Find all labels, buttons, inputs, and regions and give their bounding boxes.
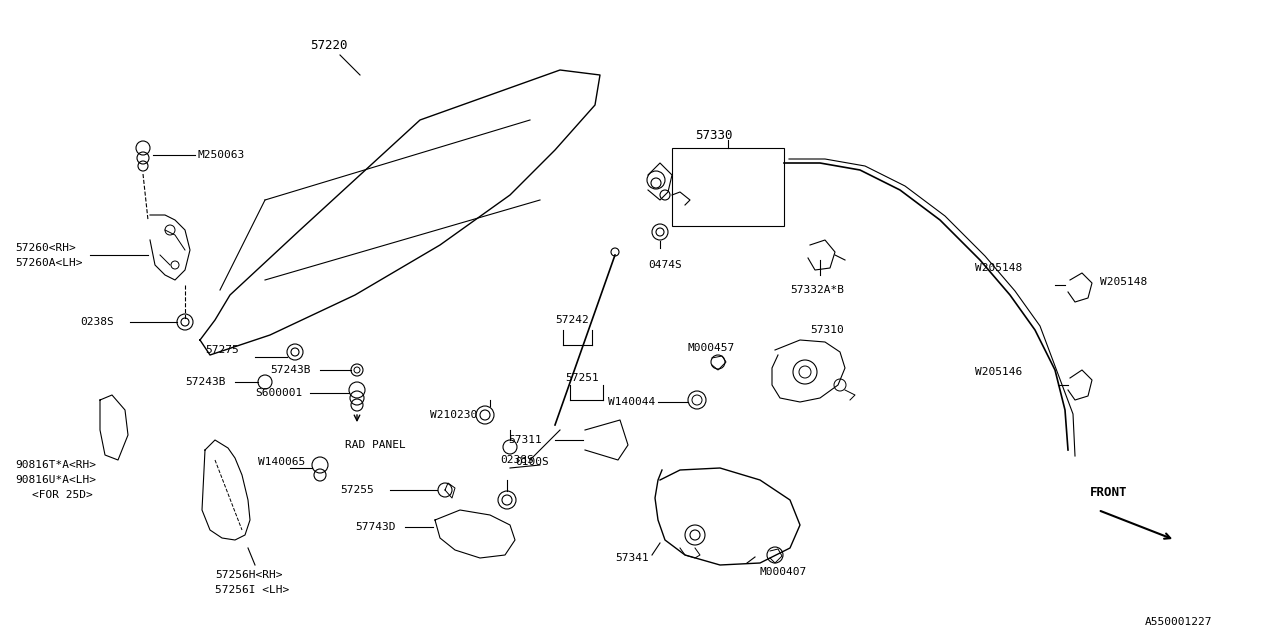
Text: 57332A*B: 57332A*B: [790, 285, 844, 295]
Text: 0100S: 0100S: [515, 457, 549, 467]
Text: 0238S: 0238S: [500, 455, 534, 465]
Text: 57260A<LH>: 57260A<LH>: [15, 258, 82, 268]
Text: W210230: W210230: [430, 410, 477, 420]
Text: 0238S: 0238S: [79, 317, 114, 327]
Text: M250063: M250063: [197, 150, 244, 160]
Text: 57260<RH>: 57260<RH>: [15, 243, 76, 253]
Text: 57243B: 57243B: [270, 365, 311, 375]
Text: 57341: 57341: [614, 553, 649, 563]
Text: 57242: 57242: [556, 315, 589, 325]
Text: W140044: W140044: [608, 397, 655, 407]
Text: 57275: 57275: [205, 345, 239, 355]
Text: W205146: W205146: [975, 367, 1023, 377]
Text: S600001: S600001: [255, 388, 302, 398]
Text: 0474S: 0474S: [648, 260, 682, 270]
Text: 57255: 57255: [340, 485, 374, 495]
Text: 57256H<RH>: 57256H<RH>: [215, 570, 283, 580]
Text: 57251: 57251: [564, 373, 599, 383]
Text: 57310: 57310: [810, 325, 844, 335]
Text: 90816U*A<LH>: 90816U*A<LH>: [15, 475, 96, 485]
Text: 57243B: 57243B: [186, 377, 225, 387]
Text: FRONT: FRONT: [1091, 486, 1128, 499]
Text: 57311: 57311: [508, 435, 541, 445]
Text: W140065: W140065: [259, 457, 305, 467]
Text: M000457: M000457: [689, 343, 735, 353]
Text: A550001227: A550001227: [1146, 617, 1212, 627]
Text: M000407: M000407: [760, 567, 808, 577]
Text: W205148: W205148: [1100, 277, 1147, 287]
Text: 57743D: 57743D: [355, 522, 396, 532]
Text: W205148: W205148: [975, 263, 1023, 273]
Text: 57220: 57220: [310, 38, 347, 51]
Text: RAD PANEL: RAD PANEL: [346, 440, 406, 450]
Text: 90816T*A<RH>: 90816T*A<RH>: [15, 460, 96, 470]
Bar: [672, 148, 783, 226]
Text: 57256I <LH>: 57256I <LH>: [215, 585, 289, 595]
Text: 57330: 57330: [695, 129, 732, 141]
Text: <FOR 25D>: <FOR 25D>: [32, 490, 92, 500]
